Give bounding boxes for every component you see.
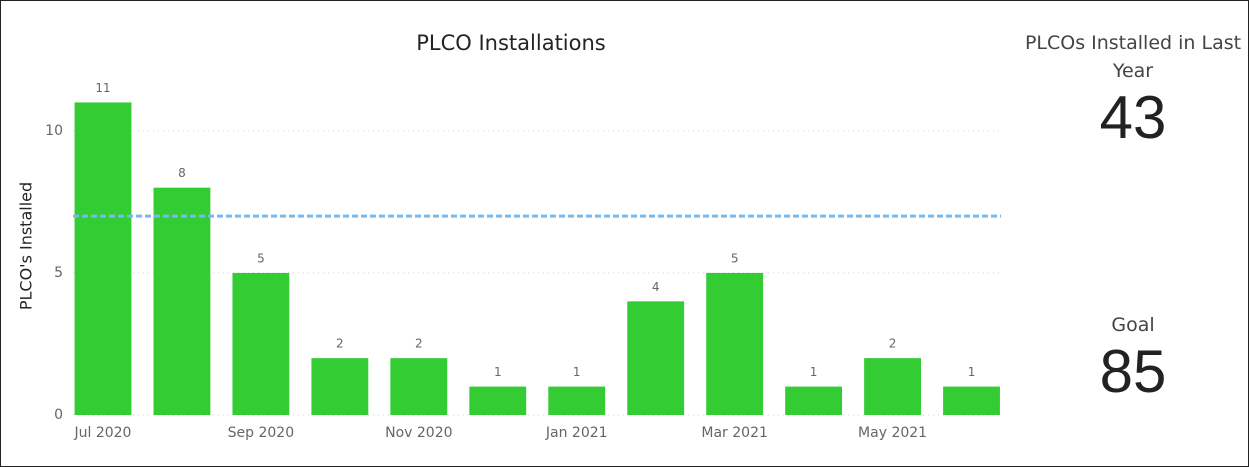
bar <box>469 386 527 415</box>
y-tick-label: 10 <box>45 123 63 139</box>
data-label: 11 <box>95 81 110 95</box>
data-label: 1 <box>573 365 581 379</box>
x-tick-label: Mar 2021 <box>701 425 768 441</box>
bar <box>864 358 921 415</box>
bar <box>390 358 448 415</box>
data-label: 2 <box>889 337 897 351</box>
y-axis-title: PLCO's Installed <box>17 182 36 310</box>
x-tick-label: May 2021 <box>858 425 927 441</box>
data-label: 1 <box>968 365 976 379</box>
data-label: 1 <box>810 365 818 379</box>
bar <box>706 272 764 415</box>
data-label: 5 <box>257 251 265 265</box>
card-label: Goal <box>1111 314 1155 336</box>
data-label: 8 <box>178 166 186 180</box>
x-tick-label: Jul 2020 <box>73 425 131 441</box>
data-label: 2 <box>415 337 423 351</box>
data-label: 4 <box>652 280 660 294</box>
y-tick-label: 5 <box>54 265 63 281</box>
bar <box>785 386 843 415</box>
bar <box>311 358 369 415</box>
x-tick-label: Jan 2021 <box>545 425 608 441</box>
y-tick-label: 0 <box>54 407 63 423</box>
bar <box>548 386 606 415</box>
x-tick-label: Nov 2020 <box>385 425 452 441</box>
bar <box>943 386 1000 415</box>
bar <box>627 301 685 415</box>
card: Goal 85 <box>1023 311 1243 405</box>
bar <box>74 102 132 416</box>
card-value: 85 <box>1099 338 1167 405</box>
chart: PLCO Installations PLCO's Installed 0 5 10… <box>17 31 1001 441</box>
bar <box>153 187 211 415</box>
data-label: 5 <box>731 251 739 265</box>
bar <box>232 272 290 415</box>
card: PLCOs Installed in Last Year 43 <box>1023 29 1243 151</box>
card-label: PLCOs Installed in Last Year <box>1024 32 1242 82</box>
card-value: 43 <box>1099 84 1167 151</box>
data-label: 2 <box>336 337 344 351</box>
data-label: 1 <box>494 365 502 379</box>
chart-title: PLCO Installations <box>416 31 605 55</box>
x-tick-label: Sep 2020 <box>228 425 294 441</box>
